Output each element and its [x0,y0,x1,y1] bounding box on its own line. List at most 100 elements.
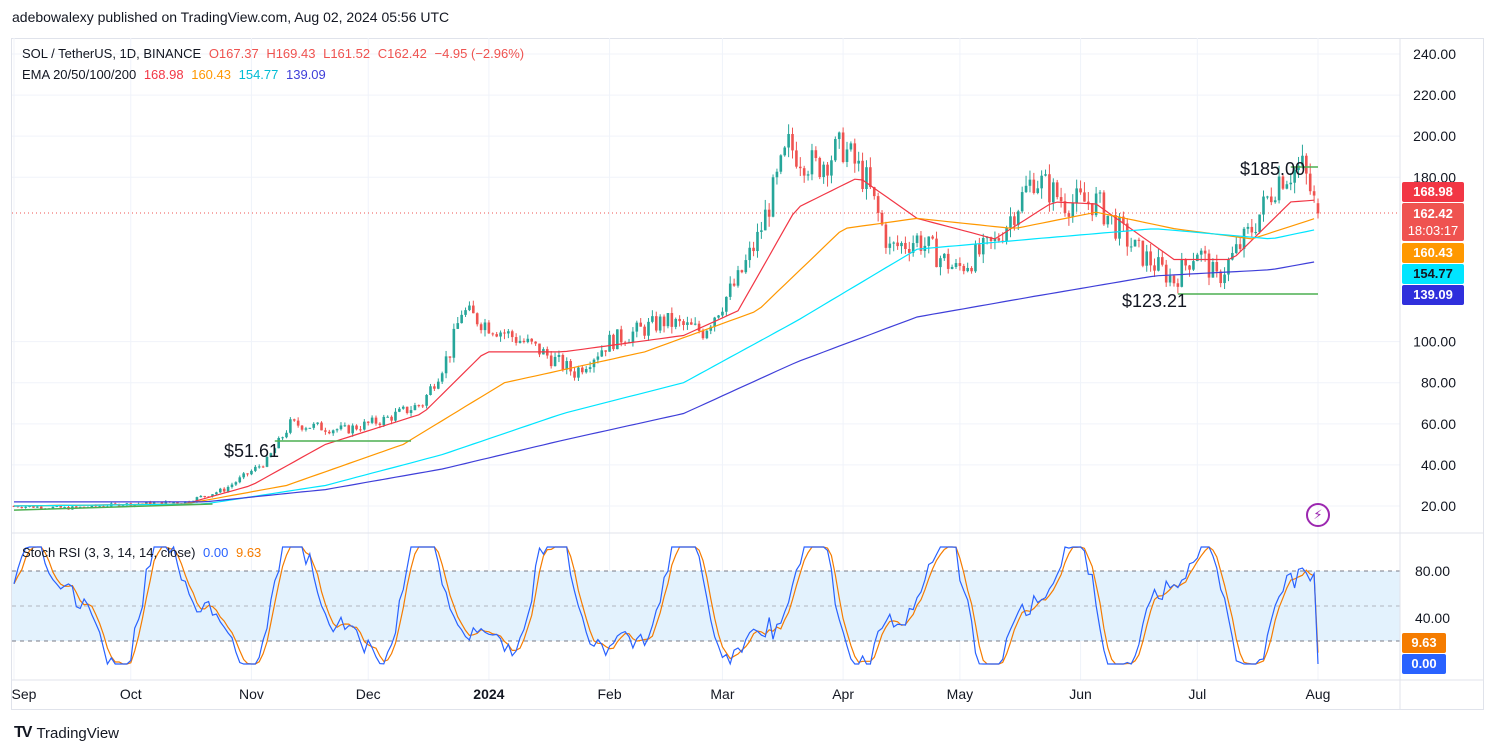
candle-body [1032,179,1036,193]
footer-brand[interactable]: TV TradingView [14,724,119,742]
candle-body [203,495,207,497]
annotation-low: $123.21 [1122,291,1188,311]
legend-ema200: 139.09 [286,67,326,82]
candle-body [993,238,997,241]
tag-ema200: 139.09 [1402,285,1464,305]
candle-body [1219,271,1222,284]
candle-body [553,356,557,367]
candle-body [308,427,312,429]
candle-body [1238,244,1242,249]
candle-body [289,419,292,433]
candle-body [487,322,491,334]
candle-body [1079,188,1082,193]
candle-body [20,507,24,509]
candle-body [324,430,327,432]
candle-body [1016,211,1020,226]
candle-body [1199,250,1203,255]
lightning-icon[interactable]: ⚡ [1306,503,1330,527]
candle-body [1215,262,1219,272]
candle-body [1281,176,1285,189]
tag-ema50: 160.43 [1402,243,1464,263]
candle-body [721,311,724,316]
candle-body [254,466,257,471]
candle-body [853,143,857,164]
candle-body [39,506,43,509]
candle-body [195,497,199,502]
candle-body [806,174,810,176]
candle-body [1184,259,1187,266]
candle-body [1141,240,1145,266]
candle-body [1133,239,1137,247]
candle-body [479,324,483,331]
rsi-tick-label: 40.00 [1415,610,1450,626]
candle-body [425,394,428,406]
candle-body [1059,197,1063,202]
candle-body [666,313,670,327]
candle-body [1242,228,1246,249]
candle-body [985,237,989,239]
candle-body [304,428,308,430]
candle-body [1145,251,1149,266]
candle-body [904,242,907,249]
candle-body [651,316,654,322]
candle-body [1090,203,1094,216]
stoch-rsi-d-line [13,546,1319,665]
candle-body [526,338,530,343]
candle-body [752,247,755,252]
candle-body [767,209,771,217]
candle-body [612,334,615,350]
candle-body [491,333,495,335]
candle-body [199,495,203,498]
candle-body [1157,257,1160,271]
candle-body [869,167,872,188]
candle-body [444,356,448,374]
candle-body [464,310,467,315]
candle-body [596,356,600,360]
candle-body [351,425,354,434]
candle-body [405,406,409,414]
candle-body [90,504,94,508]
tradingview-logo-icon: TV [14,724,33,741]
candle-body [1048,174,1051,203]
candle-body [736,270,740,286]
candle-body [1055,182,1059,198]
candle-body [670,313,674,327]
candle-body [616,329,619,350]
candle-body [1067,213,1071,217]
candle-body [386,416,389,418]
support-line [13,503,213,511]
legend-ema100: 154.77 [238,67,279,82]
candle-body [148,501,152,505]
tag-ema100: 154.77 [1402,264,1464,284]
candle-body [300,425,304,430]
candle-body [997,238,1001,241]
x-tick-label: May [947,686,973,702]
candle-body [693,323,697,325]
candle-body [830,160,833,176]
candle-body [401,406,405,409]
candle-body [269,453,273,457]
candle-body [164,501,168,505]
chart-frame[interactable] [11,38,1484,710]
candle-body [246,473,249,475]
candle-body [713,317,716,327]
candle-body [690,322,693,325]
candle-body [421,405,425,407]
candle-body [950,266,954,269]
candle-body [452,328,456,358]
candle-body [1087,201,1090,204]
legend-change: −4.95 (−2.96%) [434,46,525,61]
tag-countdown: 18:03:17 [1407,223,1459,238]
candle-body [798,166,802,169]
x-tick-label: Jul [1188,686,1206,702]
candle-body [974,244,977,272]
legend-rsi-d: 9.63 [235,545,262,560]
candle-body [783,147,787,156]
candle-body [1172,275,1176,284]
legend-ema-label: EMA 20/50/100/200 [22,67,137,82]
candle-body [12,506,16,507]
candle-body [417,405,421,407]
candle-body [1071,202,1075,217]
candle-body [530,338,534,342]
